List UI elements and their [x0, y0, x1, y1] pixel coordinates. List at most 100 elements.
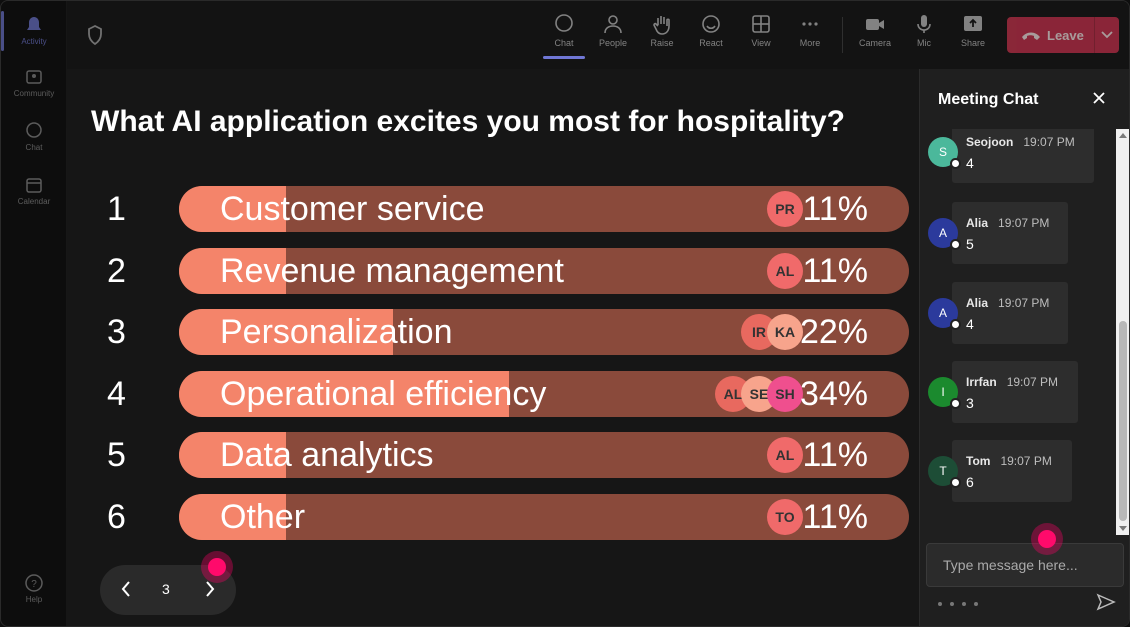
meeting-chat-panel: Meeting Chat Seojoon 19:07 PM 4 S Alia 19:07 …: [919, 69, 1129, 626]
option-percentage: 22%: [799, 313, 868, 351]
close-icon[interactable]: [1092, 91, 1106, 105]
message-author: Irrfan: [966, 375, 997, 389]
rail-item-calendar[interactable]: Calendar: [1, 175, 67, 206]
voter-avatar: KA: [767, 314, 803, 350]
cursor-indicator: [201, 551, 233, 583]
option-number: 6: [107, 498, 126, 536]
toolbar-label: View: [751, 38, 771, 48]
message-text: 6: [966, 474, 974, 490]
toolbar-label: Chat: [554, 38, 574, 48]
hand-icon: [653, 16, 670, 35]
voter-avatar: SH: [767, 376, 803, 412]
avatar[interactable]: T: [928, 456, 961, 488]
message-author: Alia: [966, 296, 989, 310]
poll-option-bar: Revenue management AL 11%: [179, 248, 909, 294]
scroll-up-icon[interactable]: [1119, 133, 1127, 138]
chevron-left-icon[interactable]: [120, 580, 132, 598]
option-label: Revenue management: [220, 252, 565, 290]
poll-bar-fill: [179, 432, 286, 478]
toolbar-more-button[interactable]: More: [790, 13, 830, 48]
toolbar-mic-button[interactable]: Mic: [904, 13, 944, 48]
chevron-right-icon[interactable]: [204, 580, 216, 598]
option-label: Other: [220, 498, 306, 536]
send-icon[interactable]: [1096, 593, 1116, 611]
option-label: Customer service: [220, 190, 485, 228]
svg-text:?: ?: [31, 579, 37, 590]
toolbar-chat-button[interactable]: Chat: [543, 13, 585, 59]
rail-label: Chat: [25, 143, 43, 152]
rail-item-community[interactable]: Community: [1, 67, 67, 98]
chevron-down-icon[interactable]: [1094, 17, 1113, 53]
avatar-initial: T: [939, 464, 947, 478]
toolbar-raise-button[interactable]: Raise: [642, 13, 682, 48]
message-author: Tom: [966, 454, 991, 468]
calendar-icon: [26, 178, 42, 193]
leave-button[interactable]: Leave: [1007, 17, 1119, 53]
message-time: 19:07 PM: [998, 216, 1050, 230]
toolbar-label: People: [598, 38, 628, 48]
toolbar-react-button[interactable]: React: [691, 13, 731, 48]
ellipsis-icon: [802, 22, 818, 26]
chat-message-list: Seojoon 19:07 PM 4 S Alia 19:07 PM 5 A Alia 19:07…: [920, 129, 1120, 535]
option-label: Personalization: [220, 313, 453, 351]
format-tools-icon[interactable]: [936, 599, 986, 609]
poll-question: What AI application excites you most for…: [91, 105, 845, 138]
rail-item-chat[interactable]: Chat: [1, 121, 67, 152]
voter-avatar: AL: [767, 437, 803, 473]
rail-item-help[interactable]: ? Help: [1, 573, 67, 604]
toolbar-people-button[interactable]: People: [593, 13, 633, 48]
mic-icon: [917, 15, 931, 33]
toolbar-label: Camera: [858, 38, 891, 48]
avatar-initial: A: [938, 226, 947, 240]
chat-message-input[interactable]: [926, 543, 1124, 587]
avatar[interactable]: S: [928, 137, 961, 169]
chat-scrollbar[interactable]: [1116, 129, 1129, 535]
scroll-down-icon[interactable]: [1119, 526, 1127, 531]
rail-item-activity[interactable]: Activity: [1, 11, 67, 51]
option-percentage: 11%: [802, 252, 868, 290]
presence-status-icon: [950, 239, 961, 250]
toolbar-label: More: [799, 38, 821, 48]
poll-bar-fill: [179, 494, 286, 540]
option-label: Data analytics: [220, 436, 434, 474]
message-text: 5: [966, 236, 974, 252]
rail-label: Help: [25, 595, 43, 604]
avatar-initial: S: [938, 145, 947, 159]
option-number: 5: [107, 436, 126, 474]
toolbar-camera-button[interactable]: Camera: [855, 13, 895, 48]
poll-slide: What AI application excites you most for…: [67, 69, 919, 626]
message-text: 4: [966, 316, 974, 332]
toolbar-view-button[interactable]: View: [741, 13, 781, 48]
option-number: 3: [107, 313, 126, 351]
poll-bar-fill: [179, 248, 286, 294]
avatar[interactable]: A: [928, 298, 961, 330]
avatar[interactable]: I: [928, 377, 961, 409]
poll-option-bar: Operational efficiency AL SE SH 34%: [179, 371, 909, 417]
cursor-indicator: [1031, 523, 1063, 555]
voter-avatar: PR: [767, 191, 803, 227]
chat-icon: [26, 122, 42, 138]
chat-icon: [555, 14, 573, 32]
chat-message: Alia 19:07 PM 4 A: [920, 282, 1116, 348]
poll-option-bar: Other TO 11%: [179, 494, 909, 540]
poll-option-bar: Personalization IR KA 22%: [179, 309, 909, 355]
scrollbar-thumb[interactable]: [1119, 321, 1127, 521]
shield-icon[interactable]: [87, 25, 103, 45]
toolbar-share-button[interactable]: Share: [953, 13, 993, 48]
message-text: 4: [966, 155, 974, 171]
chat-title: Meeting Chat: [938, 91, 1039, 108]
compose-tools[interactable]: [936, 599, 986, 611]
presence-status-icon: [950, 158, 961, 169]
meeting-toolbar: Chat People Raise React View More Camera: [67, 1, 1129, 69]
presence-status-icon: [950, 398, 961, 409]
message-bubble: Irrfan 19:07 PM 3: [952, 361, 1078, 423]
option-percentage: 11%: [802, 498, 868, 536]
poll-bar-fill: [179, 309, 393, 355]
rail-label: Community: [13, 89, 55, 98]
poll-option-bar: Data analytics AL 11%: [179, 432, 909, 478]
toolbar-label: React: [699, 38, 723, 48]
smile-icon: [702, 15, 720, 33]
community-icon: [26, 70, 42, 84]
avatar[interactable]: A: [928, 218, 961, 250]
